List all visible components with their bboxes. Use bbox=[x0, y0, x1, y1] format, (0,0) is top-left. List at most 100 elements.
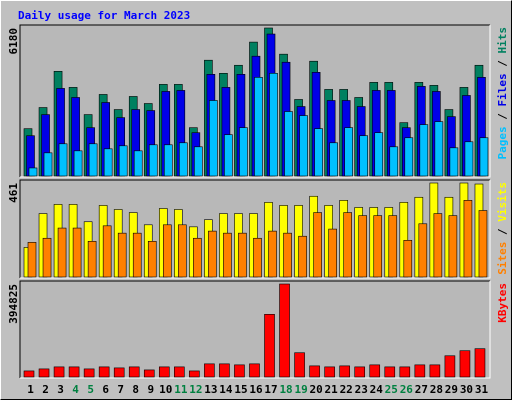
bar bbox=[389, 146, 399, 177]
bar bbox=[219, 363, 230, 378]
bar bbox=[113, 367, 125, 378]
panel-border bbox=[19, 24, 490, 177]
x-tick-label: 20 bbox=[310, 383, 323, 396]
bar bbox=[249, 363, 260, 378]
legend-entry: Sites bbox=[496, 242, 509, 275]
bar bbox=[464, 141, 474, 177]
bar bbox=[163, 144, 173, 177]
bar bbox=[238, 232, 247, 278]
bar bbox=[88, 143, 98, 177]
bar bbox=[329, 142, 338, 177]
bar bbox=[373, 215, 383, 278]
bar bbox=[264, 314, 275, 378]
x-tick-label: 19 bbox=[294, 383, 307, 396]
bar bbox=[269, 73, 278, 177]
x-tick-label: 9 bbox=[147, 383, 154, 396]
x-tick-label: 10 bbox=[159, 383, 172, 396]
panel-border bbox=[20, 281, 491, 379]
bar bbox=[87, 241, 97, 278]
x-tick-label: 16 bbox=[249, 383, 263, 396]
bar bbox=[223, 232, 232, 278]
x-tick-label: 18 bbox=[279, 383, 292, 396]
bar bbox=[444, 355, 456, 378]
bar bbox=[23, 370, 35, 378]
x-tick-label: 3 bbox=[57, 383, 64, 396]
bar bbox=[58, 143, 68, 177]
legend: KBytes bbox=[496, 283, 509, 323]
legend: Pages / Files / Hits bbox=[496, 27, 509, 160]
bar bbox=[344, 127, 353, 177]
bar bbox=[53, 366, 65, 378]
x-tick-label: 5 bbox=[87, 383, 94, 396]
x-tick-label: 13 bbox=[204, 383, 217, 396]
bar bbox=[298, 235, 307, 278]
x-tick-label: 2 bbox=[42, 383, 49, 396]
legend-separator: / bbox=[496, 107, 509, 127]
bar bbox=[204, 363, 215, 378]
bar bbox=[234, 364, 245, 378]
bar bbox=[148, 144, 158, 177]
bar bbox=[253, 237, 262, 278]
bar bbox=[118, 145, 128, 177]
legend-entry: Files bbox=[496, 73, 509, 106]
panel-border bbox=[20, 25, 491, 178]
x-tick-label: 30 bbox=[460, 383, 473, 396]
bar bbox=[374, 132, 384, 177]
bar bbox=[189, 370, 200, 378]
bar bbox=[429, 364, 441, 378]
bar bbox=[72, 227, 82, 278]
bar bbox=[28, 167, 38, 177]
bar bbox=[193, 237, 202, 278]
bar bbox=[463, 200, 473, 278]
legend-entry: Pages bbox=[496, 126, 509, 159]
x-tick-label: 26 bbox=[400, 383, 414, 396]
bar bbox=[359, 135, 369, 177]
x-tick-label: 23 bbox=[355, 383, 368, 396]
bar bbox=[449, 147, 459, 177]
bar bbox=[143, 369, 155, 378]
bar bbox=[354, 366, 366, 378]
y-tick-label: 6180 bbox=[7, 28, 20, 55]
bar bbox=[479, 137, 489, 177]
chart-title: Daily usage for March 2023 bbox=[18, 9, 190, 22]
bar bbox=[73, 150, 83, 177]
bar bbox=[57, 227, 67, 278]
bar bbox=[399, 366, 411, 378]
bar bbox=[328, 228, 337, 278]
x-tick-label: 28 bbox=[430, 383, 443, 396]
bar bbox=[38, 368, 50, 378]
bar bbox=[98, 366, 110, 378]
bar bbox=[314, 128, 323, 177]
bar bbox=[369, 364, 381, 378]
bar bbox=[103, 148, 113, 177]
bar bbox=[133, 150, 143, 177]
bar bbox=[284, 111, 293, 177]
y-tick-label: 394825 bbox=[7, 284, 20, 324]
bar bbox=[474, 348, 486, 378]
x-tick-label: 15 bbox=[234, 383, 247, 396]
x-tick-label: 8 bbox=[132, 383, 139, 396]
y-tick-label: 461 bbox=[7, 183, 20, 203]
x-tick-label: 24 bbox=[370, 383, 384, 396]
bar bbox=[404, 137, 414, 177]
x-tick-label: 29 bbox=[445, 383, 458, 396]
bar bbox=[283, 232, 292, 278]
bar bbox=[68, 366, 80, 378]
bar bbox=[414, 364, 426, 378]
legend-separator: / bbox=[496, 54, 509, 74]
bar bbox=[313, 212, 322, 278]
bar bbox=[433, 213, 443, 278]
x-tick-label: 1 bbox=[27, 383, 34, 396]
x-tick-label: 12 bbox=[189, 383, 202, 396]
bar bbox=[254, 77, 263, 177]
bar bbox=[209, 100, 218, 177]
bar bbox=[448, 215, 458, 278]
bar bbox=[128, 366, 140, 378]
bar bbox=[279, 283, 290, 378]
x-tick-label: 22 bbox=[340, 383, 353, 396]
legend-separator: / bbox=[496, 222, 509, 242]
bar bbox=[102, 225, 112, 278]
bar bbox=[224, 134, 233, 177]
bar bbox=[83, 368, 95, 378]
